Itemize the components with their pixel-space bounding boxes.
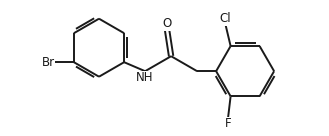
Text: Cl: Cl — [220, 12, 231, 25]
Text: F: F — [225, 117, 231, 130]
Text: O: O — [163, 17, 172, 30]
Text: Br: Br — [42, 56, 55, 69]
Text: NH: NH — [136, 71, 154, 84]
